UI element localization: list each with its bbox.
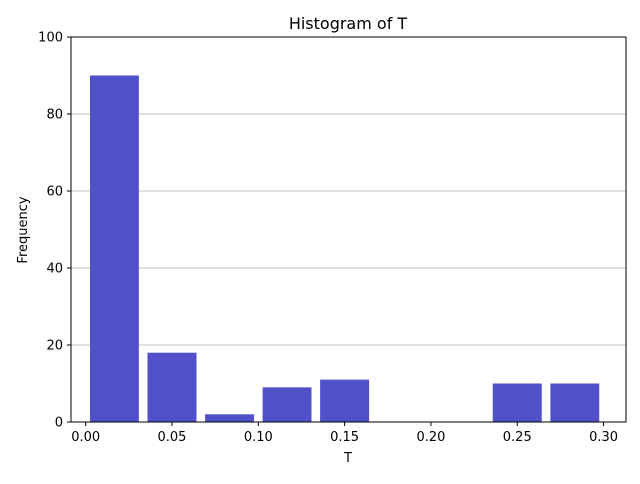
- y-tick-label-1: 20: [46, 339, 63, 354]
- y-tick-label-5: 100: [38, 31, 63, 46]
- histogram-bar-2: [205, 414, 254, 422]
- histogram-bar-8: [550, 383, 600, 422]
- x-tick-label-1: 0.05: [158, 430, 187, 445]
- y-tick-label-2: 40: [46, 262, 63, 277]
- y-axis-ticks: 0 20 40 60 80 100: [38, 31, 71, 431]
- y-axis-label: Frequency: [16, 196, 31, 263]
- y-tick-label-0: 0: [55, 416, 63, 431]
- x-tick-label-3: 0.15: [330, 430, 359, 445]
- histogram-bar-7: [492, 383, 542, 422]
- histogram-bar-4: [320, 379, 370, 422]
- grid-lines: [71, 113, 626, 346]
- y-tick-label-4: 80: [46, 108, 63, 123]
- chart-title: Histogram of T: [289, 14, 408, 33]
- x-tick-label-5: 0.25: [503, 430, 532, 445]
- x-axis-label: T: [343, 451, 352, 466]
- x-axis-ticks: 0.00 0.05 0.10 0.15 0.20 0.25 0.30: [71, 422, 618, 445]
- x-tick-label-4: 0.20: [416, 430, 445, 445]
- y-tick-label-3: 60: [46, 185, 63, 200]
- plot-frame: [70, 36, 627, 423]
- x-tick-label-6: 0.30: [589, 430, 618, 445]
- x-tick-label-2: 0.10: [244, 430, 273, 445]
- histogram-bar-3: [262, 387, 312, 422]
- x-tick-label-0: 0.00: [71, 430, 100, 445]
- histogram-bars: [89, 75, 600, 422]
- histogram-bar-0: [89, 75, 139, 422]
- histogram-bar-1: [147, 352, 197, 422]
